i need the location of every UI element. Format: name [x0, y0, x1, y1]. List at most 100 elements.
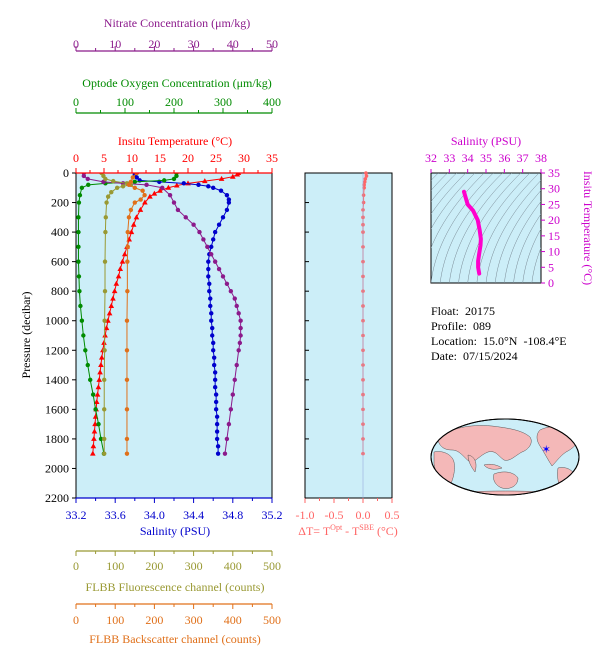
- pressure-tick-label: 200: [51, 196, 69, 210]
- fluorescence-point: [114, 185, 120, 190]
- pressure-axis-label: Pressure (decibar): [19, 292, 33, 379]
- salinity-point: [212, 229, 218, 235]
- pressure-tick-label: 1200: [45, 343, 69, 357]
- salinity-point: [208, 296, 213, 301]
- oxygen-tick-label: 100: [116, 95, 134, 109]
- backscatter-point: [128, 207, 134, 213]
- fluorescence-point: [102, 348, 107, 353]
- salinity-point: [211, 185, 216, 190]
- temperature-point: [121, 251, 128, 257]
- backscatter-point: [124, 407, 130, 412]
- temperature-point: [230, 173, 236, 179]
- temperature-point: [98, 362, 104, 368]
- nitrate-tick-label: 10: [109, 37, 121, 51]
- salinity-axis-label: Salinity (PSU): [140, 524, 210, 538]
- nitrate-point: [81, 173, 87, 179]
- ts-temperature-tick-label: 10: [548, 245, 560, 259]
- salinity-point: [215, 451, 221, 456]
- salinity-point: [213, 399, 219, 405]
- fluorescence-tick-label: 200: [145, 559, 163, 573]
- salinity-point: [209, 311, 214, 316]
- nitrate-point: [209, 252, 214, 257]
- temperature-point: [110, 295, 116, 301]
- backscatter-tick-label: 300: [185, 613, 203, 627]
- backscatter-axis-label: FLBB Backscatter channel (counts): [89, 632, 261, 646]
- salinity-point: [210, 333, 215, 338]
- nitrate-axis-label: Nitrate Concentration (μm/kg): [104, 16, 250, 30]
- oxygen-point: [76, 215, 81, 220]
- salinity-point: [211, 348, 216, 353]
- temperature-point: [165, 184, 172, 190]
- nitrate-tick-label: 0: [73, 37, 79, 51]
- temperature-point: [113, 280, 120, 286]
- temperature-point: [117, 266, 124, 272]
- salinity-tick-label: 34.4: [183, 508, 204, 522]
- fluorescence-tick-label: 300: [185, 559, 203, 573]
- salinity-point: [211, 340, 216, 346]
- temperature-point: [91, 428, 98, 434]
- delta-t-point: [362, 180, 367, 184]
- temperature-point: [96, 376, 103, 382]
- fluorescence-point: [102, 436, 107, 442]
- ts-salinity-tick-label: 37: [517, 151, 529, 165]
- backscatter-tick-label: 100: [106, 613, 124, 627]
- backscatter-point: [138, 197, 143, 202]
- delta-t-point: [363, 177, 368, 181]
- salinity-point: [212, 377, 218, 383]
- pressure-tick-label: 800: [51, 284, 69, 298]
- salinity-axis: 33.2 33.6 34.0 34.4 34.8 35.2: [66, 497, 283, 522]
- oxygen-point: [76, 274, 82, 279]
- backscatter-point: [142, 192, 147, 198]
- float-info-profile: Profile: 089: [431, 319, 491, 334]
- delta-t-tick-label: -0.5: [325, 508, 344, 522]
- temperature-tick-label: 5: [101, 151, 107, 165]
- backscatter-point: [132, 185, 137, 190]
- oxygen-axis-label: Optode Oxygen Concentration (μm/kg): [82, 76, 271, 90]
- salinity-point: [214, 429, 220, 434]
- backscatter-point: [126, 182, 132, 188]
- oxygen-point: [77, 192, 83, 198]
- world-map: ✶: [430, 418, 580, 496]
- ts-salinity-tick-label: 32: [425, 151, 437, 165]
- oxygen-point: [83, 348, 88, 353]
- salinity-point: [209, 318, 214, 323]
- temperature-point: [91, 435, 97, 441]
- backscatter-point: [125, 259, 130, 264]
- nitrate-point: [160, 185, 165, 190]
- nitrate-point: [171, 200, 177, 205]
- oxygen-tick-label: 0: [73, 95, 79, 109]
- oxygen-tick-label: 400: [263, 95, 281, 109]
- nitrate-tick-label: 20: [148, 37, 160, 51]
- backscatter-point: [124, 451, 130, 456]
- temperature-point: [103, 325, 110, 331]
- salinity-point: [206, 274, 211, 279]
- temperature-point: [128, 229, 135, 235]
- temperature-axis: 0 5 10 15 20 25 30 35: [73, 151, 278, 174]
- salinity-point: [206, 184, 211, 189]
- oxygen-tick-label: 200: [165, 95, 183, 109]
- delta-t-panel: -1.0 -0.5 0.0 0.5 ΔT= TOpt - TSBE (°C): [296, 171, 400, 538]
- nitrate-point: [238, 318, 243, 323]
- temperature-point: [90, 450, 96, 456]
- oxygen-point: [76, 259, 81, 264]
- nitrate-point: [224, 436, 230, 442]
- map-land-indonesia: [483, 464, 503, 470]
- nitrate-axis: 0 10 20 30 40 50: [73, 37, 278, 52]
- ts-density-contour: [431, 173, 485, 249]
- pressure-tick-label: 1600: [45, 402, 69, 416]
- temperature-tick-label: 25: [210, 151, 222, 165]
- profile-value: 089: [473, 319, 491, 333]
- ts-salinity-tick-label: 34: [462, 151, 474, 165]
- fluorescence-point: [103, 176, 108, 182]
- ts-temperature-tick-label: 5: [548, 260, 554, 274]
- backscatter-point: [124, 318, 130, 323]
- temperature-point: [98, 354, 105, 360]
- salinity-point: [210, 325, 215, 331]
- nitrate-point: [228, 288, 234, 294]
- temperature-point: [119, 258, 126, 264]
- fluorescence-point: [103, 229, 108, 235]
- temperature-tick-label: 30: [238, 151, 250, 165]
- salinity-point: [211, 355, 217, 360]
- nitrate-point: [238, 325, 243, 331]
- oxygen-point: [174, 173, 179, 179]
